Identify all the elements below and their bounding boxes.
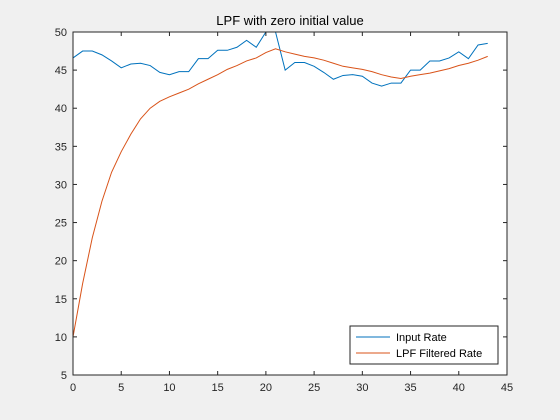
plot-area [73, 32, 507, 375]
y-tick-label: 20 [55, 256, 67, 268]
x-tick-label: 5 [118, 382, 124, 394]
y-tick-label: 35 [55, 141, 67, 153]
x-tick-label: 35 [404, 382, 416, 394]
legend-entry-label: LPF Filtered Rate [396, 348, 482, 360]
y-tick-label: 30 [55, 179, 67, 191]
x-tick-label: 20 [260, 382, 272, 394]
x-tick-label: 45 [501, 382, 513, 394]
x-tick-label: 40 [453, 382, 465, 394]
legend: Input Rate LPF Filtered Rate [350, 326, 498, 364]
x-tick-label: 25 [308, 382, 320, 394]
y-tick-label: 40 [55, 103, 67, 115]
y-tick-label: 5 [61, 370, 67, 382]
y-tick-label: 15 [55, 294, 67, 306]
y-tick-label: 10 [55, 332, 67, 344]
chart-title: LPF with zero initial value [216, 13, 363, 28]
y-tick-label: 45 [55, 65, 67, 77]
legend-entry-label: Input Rate [396, 332, 447, 344]
x-tick-label: 0 [70, 382, 76, 394]
x-tick-label: 15 [212, 382, 224, 394]
y-tick-label: 50 [55, 27, 67, 39]
x-tick-label: 10 [163, 382, 175, 394]
x-tick-label: 30 [356, 382, 368, 394]
y-tick-label: 25 [55, 218, 67, 230]
